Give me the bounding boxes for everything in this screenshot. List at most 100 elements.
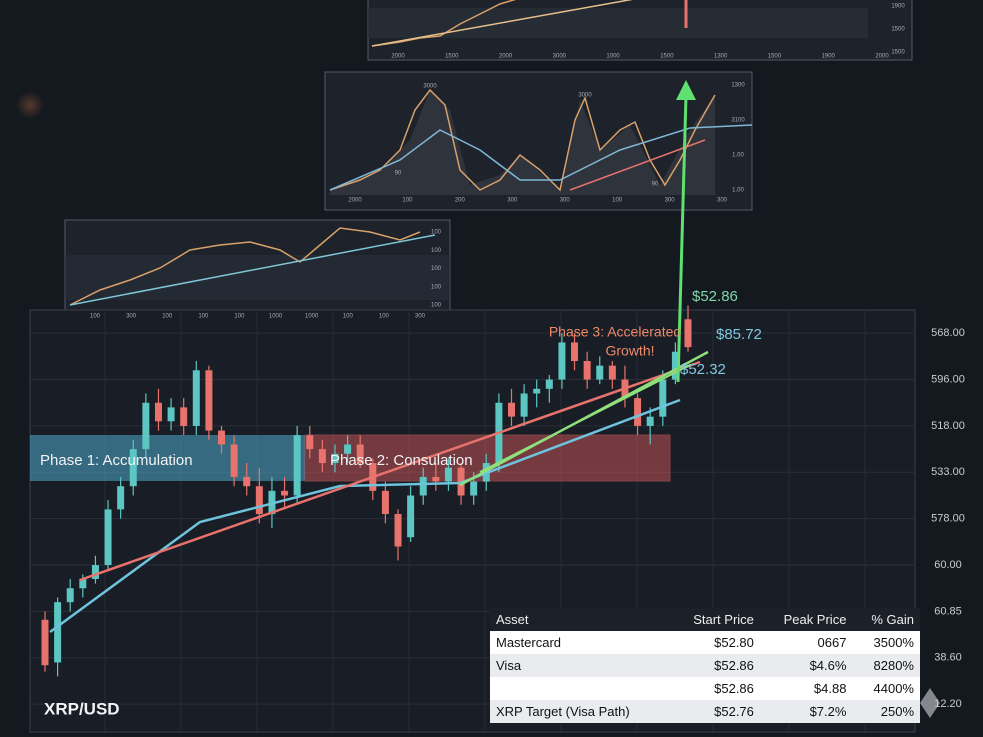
candle-body [646, 416, 654, 426]
candle-body [167, 407, 175, 422]
y-tick-label: 12.20 [934, 698, 962, 710]
table-row: XRP Target (Visa Path) $52.76 $7.2% 250% [490, 700, 920, 723]
candle-body [419, 476, 427, 496]
candle-body [356, 444, 364, 464]
candle-body [104, 509, 112, 566]
inset-x-label: 3000 [553, 54, 567, 60]
inset-x-label: 2000 [348, 198, 362, 204]
candle-body [281, 490, 289, 496]
inset-x-label: 100 [343, 314, 354, 320]
y-tick-label: 596.00 [931, 373, 965, 385]
candle-body [659, 379, 667, 417]
table-row: Asset Start Price Peak Price % Gain [490, 608, 920, 631]
moving-average [49, 398, 681, 634]
candle-body [634, 398, 642, 426]
inset-peak-label: 3000 [423, 84, 437, 90]
star [920, 688, 940, 718]
table-cell [490, 677, 670, 700]
y-tick-label: 518.00 [931, 420, 965, 432]
table-cell: $52.86 [714, 658, 754, 673]
phase-label: Phase 2: Consulation [330, 452, 473, 469]
inset-y-label: 100 [431, 284, 442, 290]
candle-body [180, 407, 188, 426]
table-row: $52.86 $4.88 4400% [490, 677, 920, 700]
candle-body [545, 379, 553, 389]
table-cell: 4400% [873, 681, 914, 696]
inset-x-label: 1500 [660, 54, 674, 60]
y-tick-label: 60.85 [934, 605, 962, 617]
y-tick-label: 38.60 [934, 652, 962, 664]
table: Asset Start Price Peak Price % Gain Masterca… [490, 608, 920, 723]
candle-body [444, 467, 452, 482]
candle-body [129, 449, 137, 487]
candle-body [79, 578, 87, 589]
candle-body [306, 435, 314, 450]
inset-x-label: 100 [402, 198, 413, 204]
inset-x-label: 2000 [875, 54, 889, 60]
candle-body [91, 565, 99, 579]
candle-body [344, 444, 352, 454]
candle-body [293, 435, 301, 496]
arrow-head [676, 80, 696, 100]
candle-body [381, 490, 389, 515]
inset-y-label: 100 [431, 303, 442, 309]
candle-body [684, 319, 692, 348]
inset-x-label: 100 [198, 314, 209, 320]
phase-label: Phase 1: Accumulation [40, 452, 193, 469]
candle-body [255, 486, 263, 515]
inset-y-label: 100 [431, 230, 442, 236]
table-cell: 250% [880, 704, 914, 719]
candle-body [533, 388, 541, 394]
phase-label: Phase 3: Accelerated [549, 324, 681, 340]
inset-y-label: 1500 [891, 50, 905, 56]
table-cell: % Gain [871, 612, 914, 627]
inset-x-label: 300 [126, 314, 137, 320]
candle-body [154, 402, 162, 422]
inset-y-label: 100 [431, 248, 442, 254]
inset-x-label: 100 [612, 198, 623, 204]
candle-body [596, 365, 604, 380]
inset-x-label: 300 [717, 198, 728, 204]
inset-y-label: 3100 [731, 118, 745, 124]
table-cell: $7.2% [809, 704, 847, 719]
phase-label: Growth! [605, 343, 654, 359]
inset-x-label: 200 [455, 198, 466, 204]
candle-body [142, 402, 150, 450]
inset-x-label: 300 [560, 198, 571, 204]
candle-body [671, 351, 679, 380]
table-cell: Mastercard [496, 635, 562, 650]
table-cell: XRP Target (Visa Path) [496, 704, 630, 719]
table-cell: Asset [496, 612, 529, 627]
inset-top [367, 0, 913, 61]
inset-y-label: 100 [431, 266, 442, 272]
inset-x-label: 1500 [768, 54, 782, 60]
table-cell: 3500% [873, 635, 914, 650]
price-label: $52.32 [680, 361, 726, 378]
candle-body [66, 588, 74, 603]
candle-body [558, 342, 566, 380]
candle-body [318, 449, 326, 464]
table-cell: $52.80 [714, 635, 754, 650]
inset-x-label: 1900 [822, 54, 836, 60]
table-cell: Peak Price [783, 612, 847, 627]
candle-body [583, 361, 591, 380]
inset-x-label: 300 [665, 198, 676, 204]
inset-x-label: 1500 [445, 54, 459, 60]
inset-x-label: 100 [162, 314, 173, 320]
inset-y-label: 1900 [891, 4, 905, 10]
trend-line [79, 360, 701, 582]
table-cell: $4.6% [809, 658, 847, 673]
candle-body [571, 342, 579, 362]
candle-body [117, 486, 125, 510]
y-tick-label: 533.00 [931, 466, 965, 478]
inset-x-label: 1000 [606, 54, 620, 60]
candle-body [520, 393, 528, 417]
price-label: $85.72 [716, 326, 762, 343]
inset-x-label: 1300 [714, 54, 728, 60]
table-cell: $52.86 [714, 681, 754, 696]
inset-x-label: 2000 [391, 54, 405, 60]
chart-title: XRP/USD [44, 699, 120, 718]
inset-x-label: 100 [379, 314, 390, 320]
y-tick-label: 60.00 [934, 559, 962, 571]
candle-body [243, 476, 251, 487]
